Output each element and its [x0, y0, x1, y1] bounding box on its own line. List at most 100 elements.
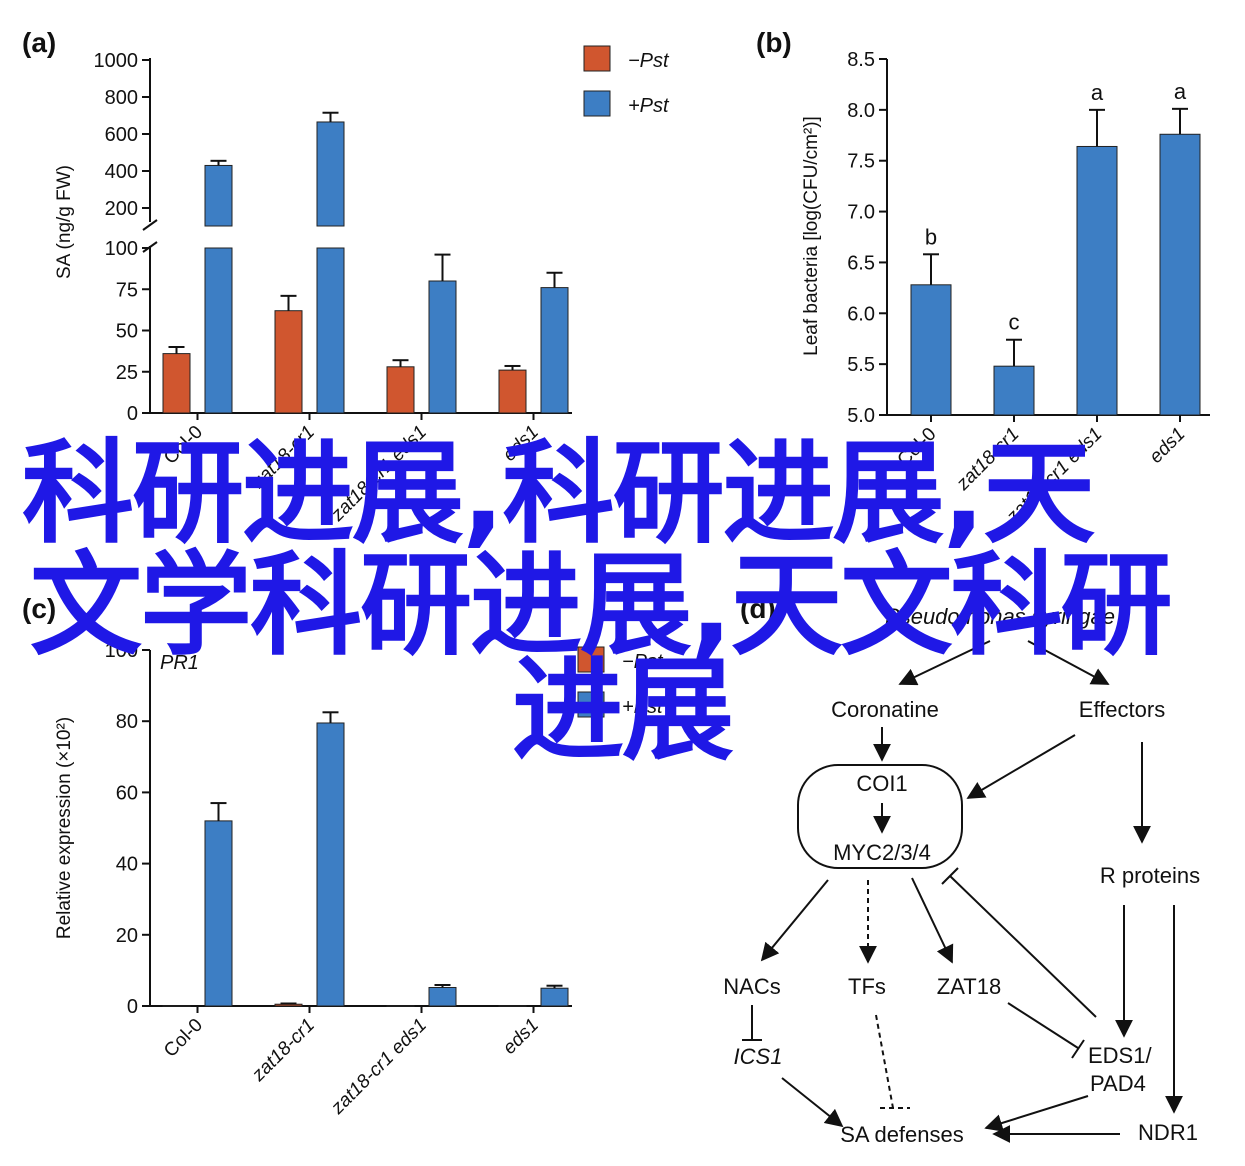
legend-swatch-plus: [577, 691, 605, 718]
panel-a-bar: [162, 353, 191, 414]
arrow-pseudomonas-effectors: [1027, 640, 1110, 685]
node-coronatine: Coronatine: [831, 697, 939, 722]
panel-a-bar: [316, 247, 345, 414]
panel-c-y-tick-label: 80: [116, 711, 138, 733]
node-eds1: EDS1/: [1088, 1043, 1152, 1068]
inhibit-tfs-sa: [875, 1014, 894, 1109]
panel-c-label: (c): [22, 593, 56, 624]
panel-a-bar: [428, 280, 457, 414]
panel-c-y-tick-label: 40: [116, 854, 138, 876]
node-ics1: ICS1: [734, 1044, 783, 1069]
panel-b-y-tick-label: 6.5: [847, 252, 875, 274]
panel-a-y-axis-label: SA (ng/g FW): [54, 165, 75, 279]
panel-a-x-tick-label: zat18-cr1 eds1: [327, 422, 431, 526]
legend-swatch-minus: [577, 646, 605, 673]
panel-a-axis-break-mark: [142, 219, 158, 231]
panel-a-x-tick-label: Col-0: [160, 422, 207, 469]
arrow-effectors-complex: [966, 734, 1076, 799]
panel-a-bar: [204, 164, 233, 227]
panel-d-diagram: (d) Pseudomonas syringae Coronatine Effe…: [723, 593, 1200, 1147]
panel-a-y-tick-label: 200: [105, 198, 138, 220]
panel-c-bar: [204, 820, 233, 1007]
panel-a-bar: [540, 287, 569, 414]
arrow-eds1-sa: [984, 1095, 1089, 1132]
panel-a-bar: [386, 366, 415, 414]
pathway-arrows: [742, 640, 1183, 1143]
node-zat18: ZAT18: [937, 974, 1001, 999]
panel-a-bar: [498, 369, 527, 414]
panel-c-bar: [162, 1005, 191, 1007]
inhibit-zat18-eds1: [1007, 1002, 1079, 1049]
arrow-pseudomonas-coronatine: [898, 640, 991, 686]
panel-b-y-tick-label: 6.0: [847, 303, 875, 325]
node-ndr1: NDR1: [1138, 1120, 1198, 1145]
panel-a-y-tick-label: 100: [105, 238, 138, 260]
panel-c-x-tick-label: Col-0: [160, 1015, 207, 1062]
panel-b-bar: [1159, 133, 1201, 416]
arrow-ics1-sa: [781, 1077, 844, 1128]
panel-a-y-tick-label: 400: [105, 161, 138, 183]
panel-b-x-tick-label: Col-0: [894, 424, 941, 471]
panel-b-chart: (b) Leaf bacteria [log(CFU/cm²)] 5.0 5.5 6…: [756, 27, 1210, 528]
panel-c-y-tick-label: 100: [105, 640, 138, 662]
panel-b-y-tick-label: 8.5: [847, 49, 875, 71]
panel-b-significance-letter: a: [1091, 80, 1104, 105]
panel-a-legend: −Pst +Pst: [583, 45, 670, 117]
node-r-proteins: R proteins: [1100, 863, 1200, 888]
legend-label-minus: −Pst: [622, 651, 664, 673]
panel-b-y-tick-label: 7.5: [847, 151, 875, 173]
panel-c-y-tick-label: 0: [127, 996, 138, 1018]
node-sa-defenses: SA defenses: [840, 1122, 964, 1147]
inhibit-bar-eds1: [1071, 1039, 1085, 1059]
panel-b-y-tick-label: 8.0: [847, 100, 875, 122]
panel-b-y-tick-label: 5.0: [847, 405, 875, 427]
panel-a-label: (a): [22, 27, 56, 58]
panel-b-y-tick-label: 5.5: [847, 354, 875, 376]
node-tfs: TFs: [848, 974, 886, 999]
panel-a-bar: [204, 247, 233, 414]
panel-c-y-tick-label: 20: [116, 925, 138, 947]
panel-a-chart: (a) SA (ng/g FW) −Pst +Pst 0 25 50 75 100 200…: [22, 27, 670, 526]
panel-b-y-tick-label: 7.0: [847, 202, 875, 224]
legend-label-minus: −Pst: [628, 50, 670, 72]
panel-b-x-tick-label: eds1: [1146, 424, 1190, 468]
legend-swatch-minus: [583, 45, 611, 72]
panel-c-bar: [386, 1005, 415, 1007]
panel-a-bar: [274, 310, 303, 414]
panel-a-y-tick-label: 0: [127, 403, 138, 425]
panel-b-significance-letter: a: [1174, 79, 1187, 104]
panel-c-y-axis-label: Relative expression (×10²): [54, 717, 75, 939]
panel-b-bar: [1076, 145, 1118, 416]
panel-b-significance-letter: b: [925, 224, 937, 249]
panel-c-bar: [540, 987, 569, 1007]
panel-c-legend: −Pst +Pst: [577, 646, 664, 718]
panel-b-bar: [910, 284, 952, 416]
panel-b-x-tick-label: zat18-cr1: [952, 424, 1024, 496]
panel-c-bar: [428, 986, 457, 1007]
node-nacs: NACs: [723, 974, 780, 999]
node-pad4: PAD4: [1090, 1071, 1146, 1096]
legend-label-plus: +Pst: [628, 95, 670, 117]
panel-c-x-tick-label: eds1: [499, 1015, 543, 1059]
panel-c-bar: [316, 722, 345, 1007]
arrow-myc-zat18: [911, 877, 954, 964]
panel-b-bar: [993, 365, 1035, 416]
coi1-myc-complex: [797, 764, 963, 869]
node-myc: MYC2/3/4: [833, 840, 931, 865]
panel-c-bar: [498, 1005, 527, 1007]
panel-d-label: (d): [740, 593, 776, 624]
panel-a-x-tick-label: zat18-cr1: [247, 422, 319, 494]
legend-swatch-plus: [583, 90, 611, 117]
panel-c-y-tick-label: 60: [116, 782, 138, 804]
panel-a-y-tick-label: 25: [116, 362, 138, 384]
inhibit-eds1-myc: [949, 875, 1097, 1018]
panel-c-chart: (c) PR1 Relative expression (×10²) −Pst …: [22, 593, 664, 1119]
panel-a-y-tick-label: 1000: [94, 50, 139, 72]
node-pseudomonas: Pseudomonas syringae: [885, 604, 1115, 629]
panel-b-significance-letter: c: [1009, 310, 1020, 335]
panel-c-title: PR1: [160, 652, 199, 674]
panel-a-y-tick-label: 50: [116, 321, 138, 343]
panel-b-label: (b): [756, 27, 792, 58]
panel-a-y-tick-label: 800: [105, 87, 138, 109]
